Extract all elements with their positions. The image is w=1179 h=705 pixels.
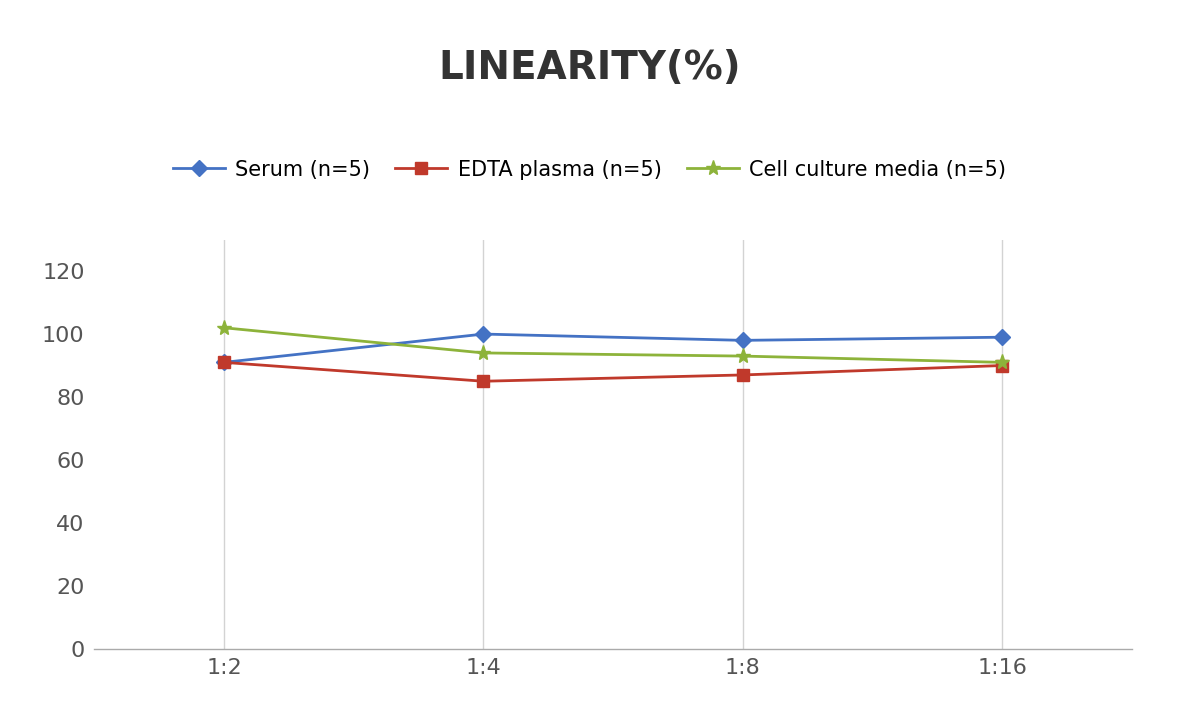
EDTA plasma (n=5) [736,371,750,379]
EDTA plasma (n=5) [476,377,490,386]
Line: Serum (n=5): Serum (n=5) [218,329,1008,368]
Cell culture media (n=5) [736,352,750,360]
Cell culture media (n=5) [995,358,1009,367]
Cell culture media (n=5) [476,349,490,357]
Serum (n=5) [217,358,231,367]
Text: LINEARITY(%): LINEARITY(%) [439,49,740,87]
Serum (n=5) [995,333,1009,341]
Serum (n=5) [476,330,490,338]
EDTA plasma (n=5) [217,358,231,367]
Serum (n=5) [736,336,750,345]
Line: EDTA plasma (n=5): EDTA plasma (n=5) [218,357,1008,387]
Cell culture media (n=5) [217,324,231,332]
Line: Cell culture media (n=5): Cell culture media (n=5) [217,320,1009,370]
EDTA plasma (n=5) [995,361,1009,369]
Legend: Serum (n=5), EDTA plasma (n=5), Cell culture media (n=5): Serum (n=5), EDTA plasma (n=5), Cell cul… [165,152,1014,188]
